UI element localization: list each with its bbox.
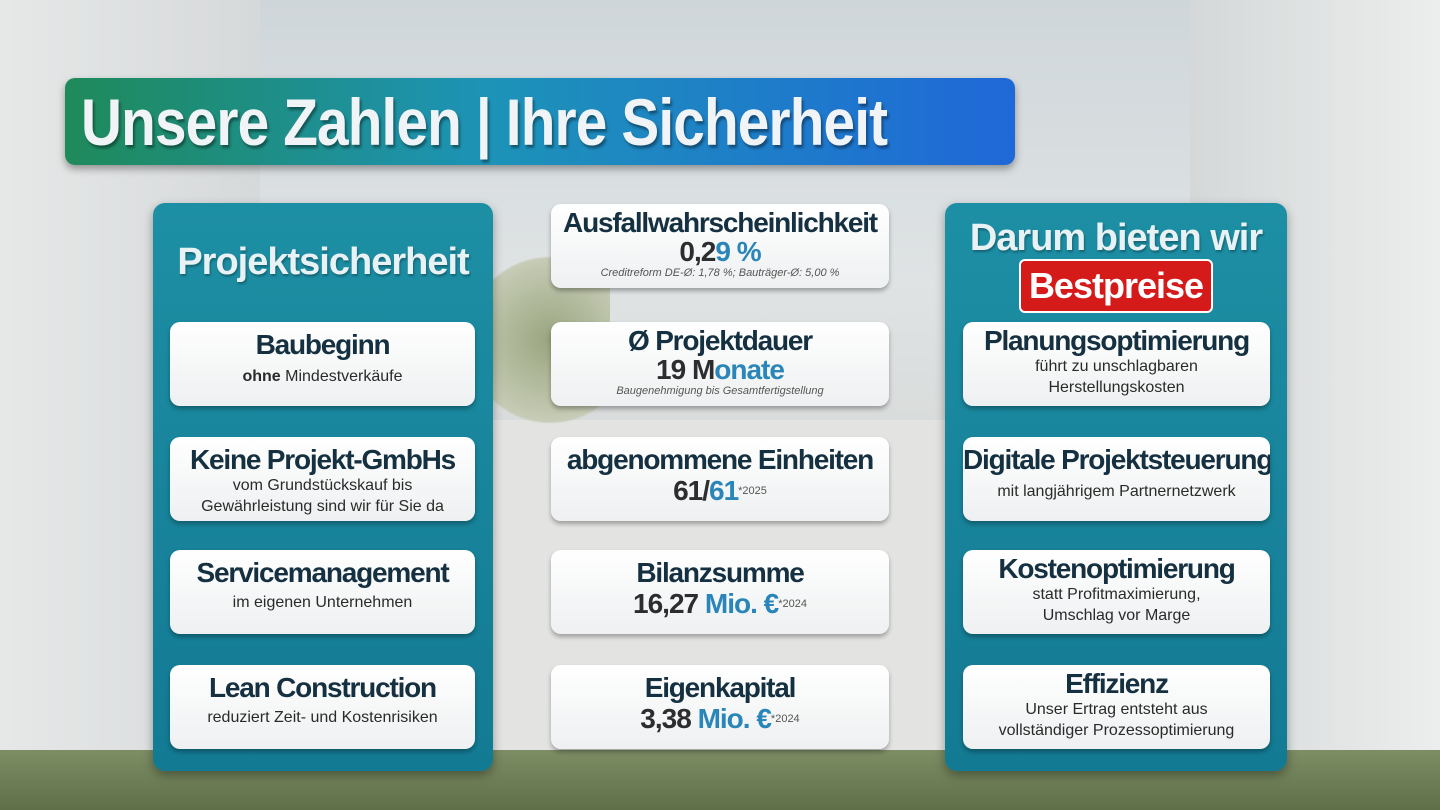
title-banner: Unsere Zahlen | Ihre Sicherheit xyxy=(65,78,1015,165)
card-effizienz: Effizienz Unser Ertrag entsteht aus voll… xyxy=(963,665,1270,749)
card-bilanzsumme: Bilanzsumme 16,27 Mio. €*2024 xyxy=(551,550,889,634)
stat-value: 3,38 xyxy=(640,703,698,734)
card-text: Mindestverkäufe xyxy=(280,368,403,385)
stat-value: 0,2 xyxy=(679,236,716,267)
card-heading: Servicemanagement xyxy=(196,557,450,588)
card-kostenoptimierung: Kostenoptimierung statt Profitmaximierun… xyxy=(963,550,1270,634)
bestpreise-badge: Bestpreise xyxy=(1018,259,1214,313)
card-heading: Baubeginn xyxy=(255,329,391,360)
card-heading: Ø Projektdauer xyxy=(628,325,813,356)
stat-footnote: *2024 xyxy=(770,713,800,725)
card-text: führt zu unschlagbaren Herstellungskoste… xyxy=(1035,358,1198,396)
card-text: reduziert Zeit- und Kostenrisiken xyxy=(207,709,438,726)
card-text: im eigenen Unternehmen xyxy=(232,594,413,611)
card-heading: Planungsoptimierung xyxy=(984,325,1250,356)
card-projektdauer: Ø Projektdauer 19 Monate Baugenehmigung … xyxy=(551,322,889,406)
stat-value-accent: 9 % xyxy=(715,236,761,267)
card-heading: Kostenoptimierung xyxy=(998,553,1235,584)
card-digitale-projektsteuerung: Digitale Projektsteuerung mit langjährig… xyxy=(963,437,1270,521)
card-heading: Lean Construction xyxy=(209,672,437,703)
card-lean-construction: Lean Construction reduziert Zeit- und Ko… xyxy=(170,665,475,749)
card-heading: Keine Projekt-GmbHs xyxy=(189,444,456,475)
stat-value-accent: Mio. € xyxy=(704,588,779,619)
card-heading: Digitale Projektsteuerung xyxy=(963,444,1270,475)
card-heading: abgenommene Einheiten xyxy=(566,444,874,475)
stat-value-accent: 61 xyxy=(709,475,739,506)
stat-footnote: *2024 xyxy=(778,598,807,610)
card-keine-projekt-gmbhs: Keine Projekt-GmbHs vom Grundstückskauf … xyxy=(170,437,475,521)
stat-value-accent: onate xyxy=(714,354,785,385)
card-planungsoptimierung: Planungsoptimierung führt zu unschlagbar… xyxy=(963,322,1270,406)
stat-note: Baugenehmigung bis Gesamtfertigstellung xyxy=(616,385,824,397)
card-text: statt Profitmaximierung, Umschlag vor Ma… xyxy=(1032,586,1201,624)
card-ausfallwahrscheinlichkeit: Ausfallwahrscheinlichkeit 0,29 % Creditr… xyxy=(551,204,889,288)
card-heading: Effizienz xyxy=(1065,668,1169,699)
panel-title: Projektsicherheit xyxy=(177,241,469,283)
card-abgenommene-einheiten: abgenommene Einheiten 61/61*2025 xyxy=(551,437,889,521)
card-text: vom Grundstückskauf bis Gewährleistung s… xyxy=(201,477,444,515)
stat-value: 19 M xyxy=(656,354,715,385)
card-text: mit langjährigem Partnernetzwerk xyxy=(997,483,1236,500)
card-heading: Ausfallwahrscheinlichkeit xyxy=(563,207,878,238)
card-eigenkapital: Eigenkapital 3,38 Mio. €*2024 xyxy=(551,665,889,749)
card-heading: Eigenkapital xyxy=(644,672,797,703)
card-text: Unser Ertrag entsteht aus vollständiger … xyxy=(998,701,1235,739)
stat-value: 16,27 xyxy=(633,588,705,619)
card-heading: Bilanzsumme xyxy=(636,557,804,588)
card-baubeginn: Baubeginn ohne Mindestverkäufe xyxy=(170,322,475,406)
stat-note: Creditreform DE-Ø: 1,78 %; Bauträger-Ø: … xyxy=(600,267,840,279)
stat-value-accent: Mio. € xyxy=(697,703,772,734)
panel-title: Darum bieten wir xyxy=(969,217,1263,259)
stat-footnote: *2025 xyxy=(738,485,767,497)
card-servicemanagement: Servicemanagement im eigenen Unternehmen xyxy=(170,550,475,634)
card-bold: ohne xyxy=(242,368,281,385)
stat-value: 61/ xyxy=(673,475,710,506)
page-title: Unsere Zahlen | Ihre Sicherheit xyxy=(81,84,888,159)
